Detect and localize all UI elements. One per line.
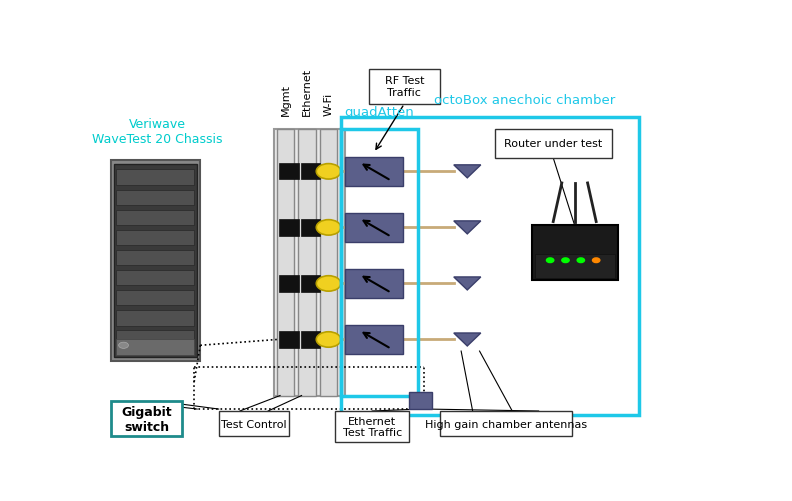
FancyBboxPatch shape [116,271,194,286]
FancyBboxPatch shape [440,411,572,436]
FancyBboxPatch shape [531,226,618,280]
Text: W-Fi: W-Fi [324,93,333,116]
FancyBboxPatch shape [116,230,194,245]
FancyBboxPatch shape [409,392,432,409]
FancyBboxPatch shape [114,164,197,357]
Circle shape [316,276,341,292]
Circle shape [119,343,128,349]
FancyBboxPatch shape [116,250,194,266]
FancyBboxPatch shape [345,325,403,354]
FancyBboxPatch shape [301,164,320,180]
Text: RF Test
Traffic: RF Test Traffic [385,76,424,98]
Text: High gain chamber antennas: High gain chamber antennas [425,419,587,429]
Text: octoBox anechoic chamber: octoBox anechoic chamber [433,94,615,107]
FancyBboxPatch shape [535,255,615,278]
Polygon shape [454,221,481,234]
FancyBboxPatch shape [345,270,403,298]
Text: Ethernet
Test Traffic: Ethernet Test Traffic [342,416,402,437]
FancyBboxPatch shape [111,160,200,361]
FancyBboxPatch shape [111,401,182,436]
FancyBboxPatch shape [301,220,320,236]
FancyBboxPatch shape [301,332,320,348]
Text: Router under test: Router under test [504,139,603,149]
Circle shape [316,332,341,348]
FancyBboxPatch shape [301,276,320,292]
Circle shape [546,259,554,263]
FancyBboxPatch shape [116,311,194,326]
FancyBboxPatch shape [320,130,337,396]
Circle shape [577,259,584,263]
Circle shape [316,220,341,235]
Polygon shape [454,165,481,178]
FancyBboxPatch shape [299,130,316,396]
FancyBboxPatch shape [345,213,403,242]
FancyBboxPatch shape [280,332,299,348]
Text: Mgmt: Mgmt [280,84,291,116]
Text: Ethernet: Ethernet [302,68,312,116]
FancyBboxPatch shape [116,170,194,185]
FancyBboxPatch shape [274,130,345,396]
Text: Test Control: Test Control [221,419,287,429]
FancyBboxPatch shape [280,276,299,292]
Text: Veriwave
WaveTest 20 Chassis: Veriwave WaveTest 20 Chassis [92,118,223,145]
FancyBboxPatch shape [345,157,403,186]
FancyBboxPatch shape [280,164,299,180]
FancyBboxPatch shape [335,411,409,442]
Text: Gigabit
switch: Gigabit switch [121,405,172,433]
FancyBboxPatch shape [116,340,194,355]
FancyBboxPatch shape [277,130,294,396]
FancyBboxPatch shape [116,291,194,306]
FancyBboxPatch shape [280,220,299,236]
FancyBboxPatch shape [495,130,611,158]
FancyBboxPatch shape [116,210,194,225]
FancyBboxPatch shape [116,331,194,346]
Polygon shape [454,333,481,346]
FancyBboxPatch shape [219,411,289,436]
Text: quadAtten: quadAtten [345,106,414,119]
Polygon shape [454,278,481,291]
Circle shape [562,259,569,263]
FancyBboxPatch shape [369,70,440,105]
FancyBboxPatch shape [116,190,194,205]
Circle shape [592,259,600,263]
Circle shape [316,164,341,180]
